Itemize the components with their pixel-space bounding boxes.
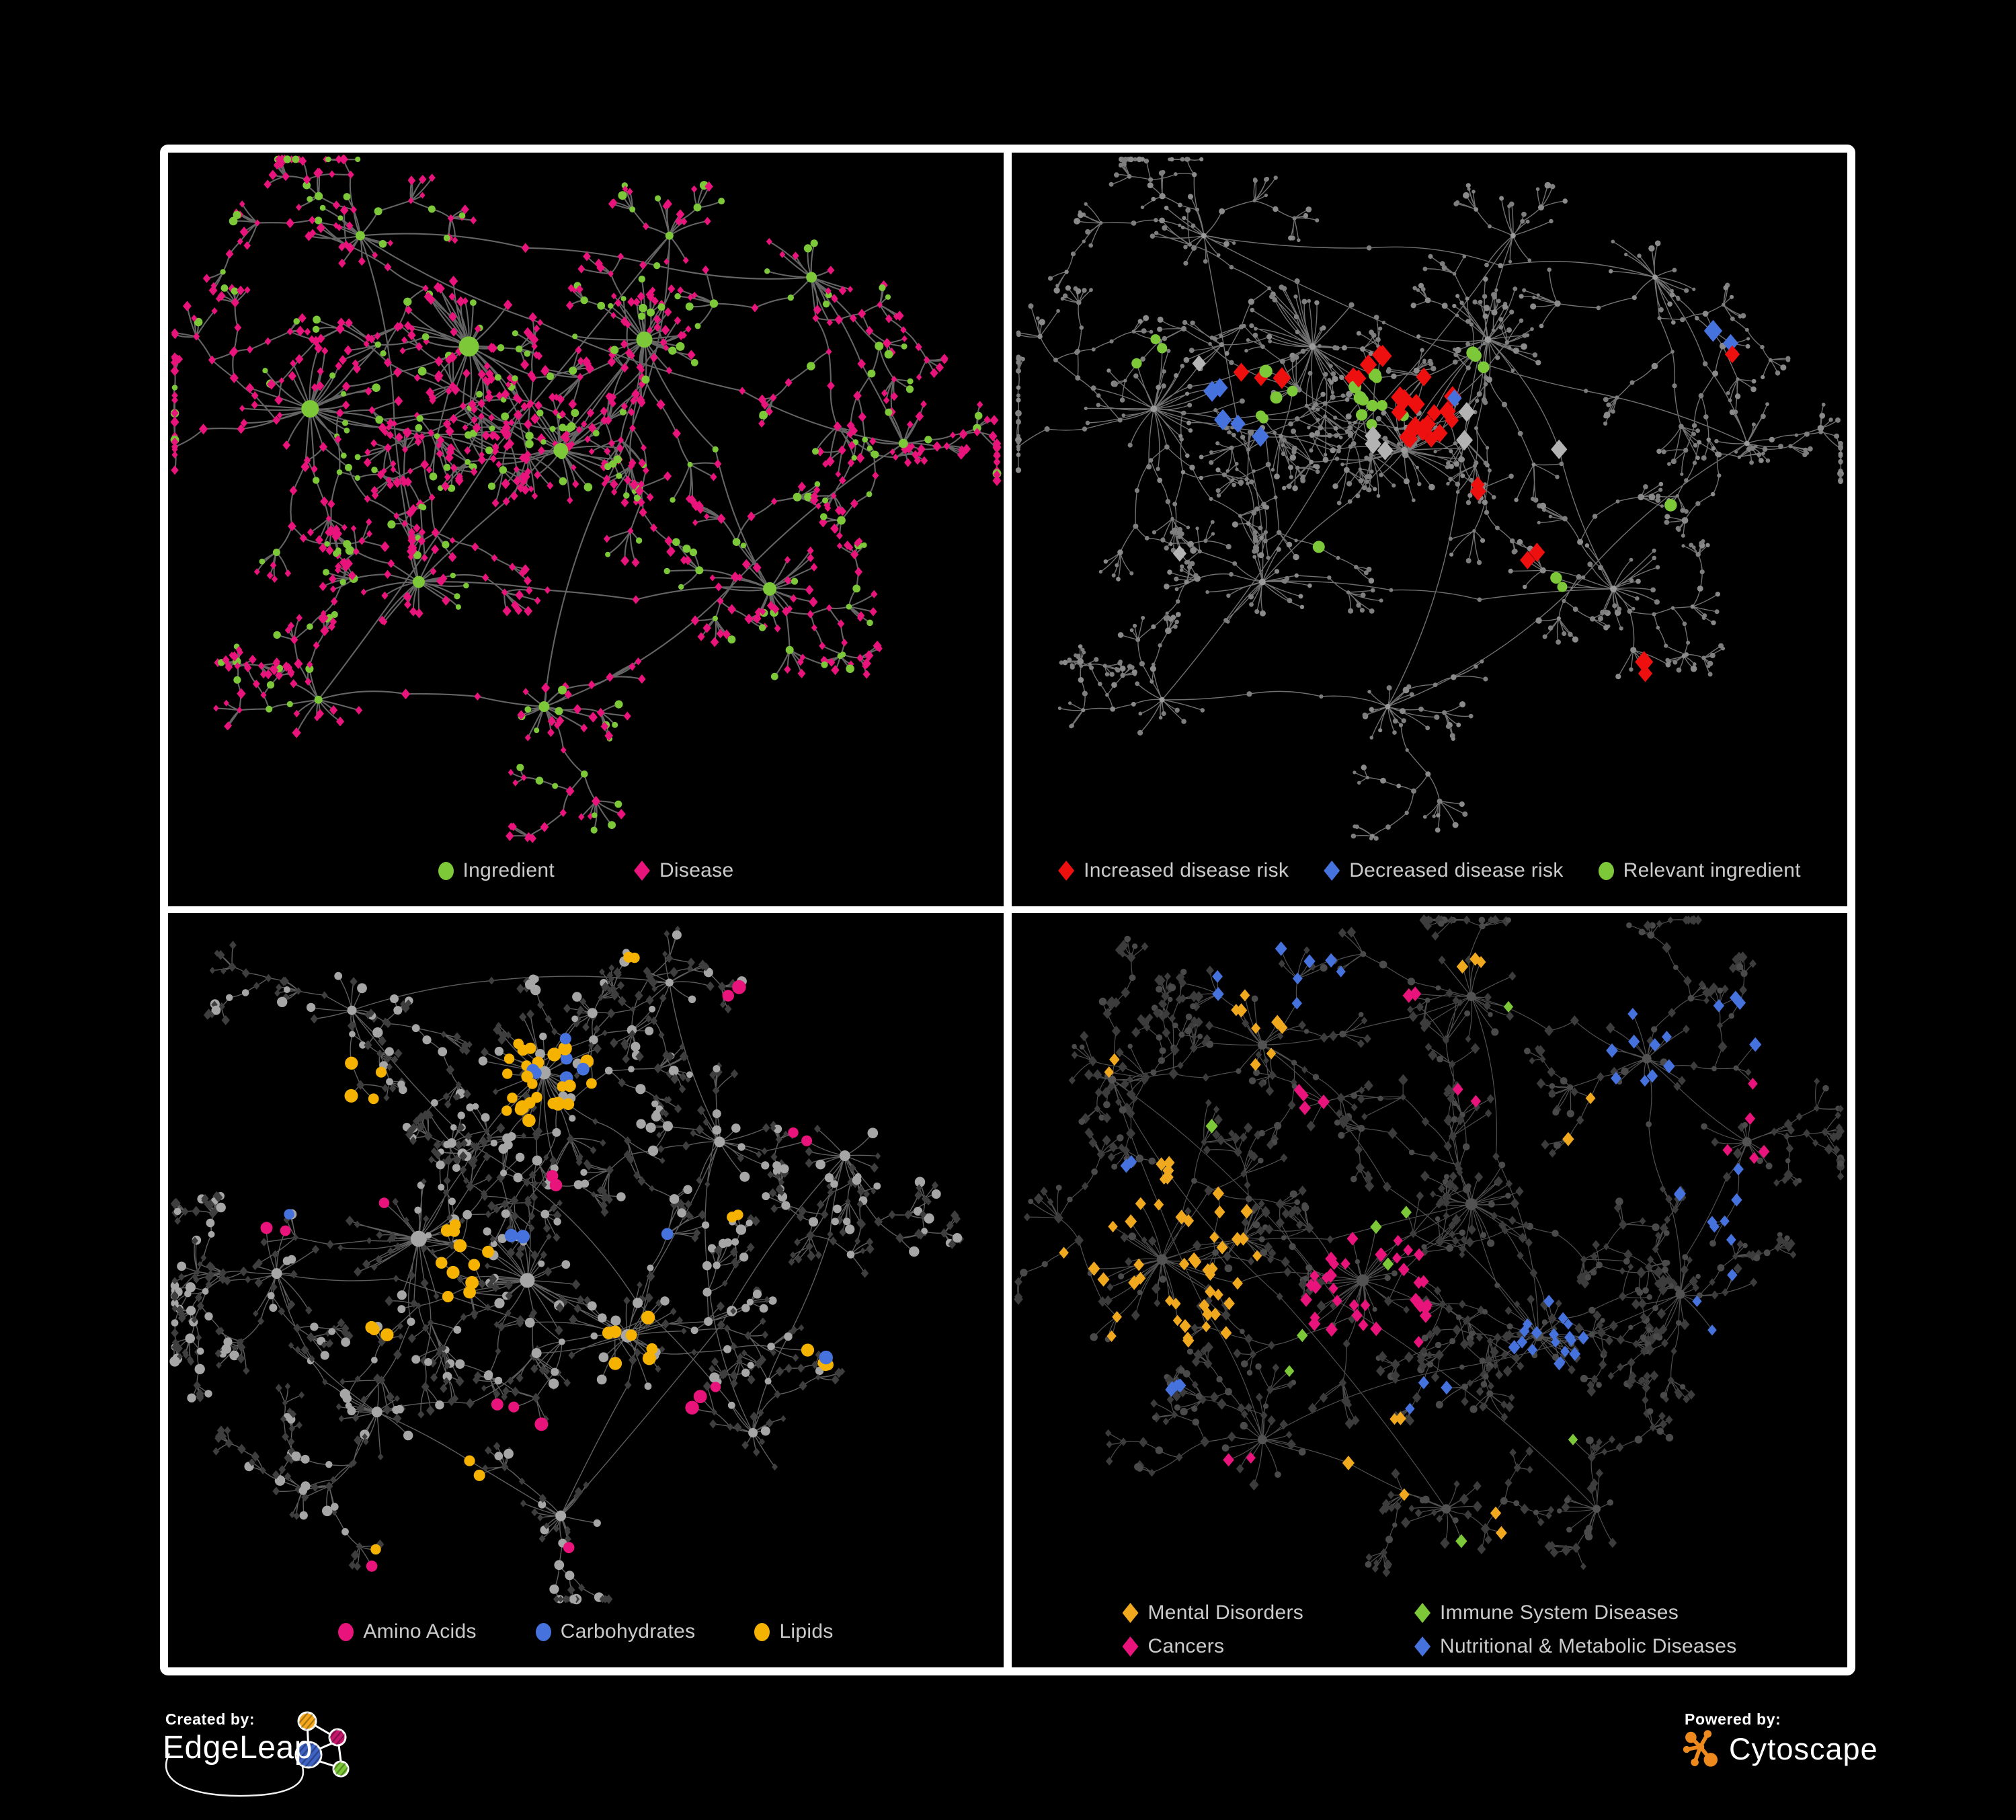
panel-nutrient-classes: Amino Acids Carbohydrates Lipids <box>168 913 1004 1667</box>
panel-disease-categories: Mental Disorders Immune System Diseases Ca… <box>1012 913 1847 1667</box>
nutrient-classes-network <box>169 925 964 1605</box>
legend-item: Ingredient <box>438 859 555 882</box>
legend-label: Carbohydrates <box>560 1620 696 1643</box>
legend-item: Relevant ingredient <box>1598 859 1801 882</box>
legend-label: Lipids <box>779 1620 834 1643</box>
legend-item: Disease <box>633 859 734 882</box>
circle-swatch-icon <box>754 1622 770 1641</box>
diamond-swatch-icon <box>1122 1636 1139 1657</box>
panel-disease-risk: Increased disease risk Decreased disease … <box>1012 153 1847 906</box>
legend-label: Relevant ingredient <box>1623 859 1801 881</box>
legend-item: Nutritional & Metabolic Diseases <box>1414 1635 1736 1658</box>
nutrient-classes-legend: Amino Acids Carbohydrates Lipids <box>168 1620 1004 1643</box>
legend-item: Decreased disease risk <box>1324 859 1563 882</box>
legend-item: Carbohydrates <box>535 1620 696 1643</box>
edgeleap-brand: EdgeLeap <box>163 1730 313 1766</box>
diamond-swatch-icon <box>1058 861 1075 881</box>
edgeleap-logo-edges <box>306 1722 342 1768</box>
legend-item: Lipids <box>754 1620 833 1643</box>
diamond-swatch-icon <box>1414 1603 1431 1623</box>
diamond-swatch-icon <box>1414 1636 1431 1657</box>
legend-item: Immune System Diseases <box>1414 1601 1736 1624</box>
circle-swatch-icon <box>438 861 454 880</box>
cytoscape-brand: Cytoscape <box>1729 1732 1878 1766</box>
diamond-swatch-icon <box>633 861 650 881</box>
circle-swatch-icon <box>535 1622 551 1641</box>
legend-label: Decreased disease risk <box>1349 859 1564 881</box>
legend-label: Immune System Diseases <box>1440 1601 1679 1624</box>
powered-by-caption: Powered by: <box>1685 1710 1781 1728</box>
diamond-swatch-icon <box>1324 861 1340 881</box>
disease-risk-legend: Increased disease risk Decreased disease … <box>1012 859 1847 882</box>
legend-label: Increased disease risk <box>1084 859 1289 881</box>
legend-label: Mental Disorders <box>1147 1601 1304 1624</box>
created-by-caption: Created by: <box>165 1710 255 1728</box>
legend-label: Cancers <box>1147 1635 1225 1657</box>
cytoscape-logo-icon <box>1683 1730 1718 1767</box>
disease-categories-legend: Mental Disorders Immune System Diseases Ca… <box>1012 1601 1847 1658</box>
legend-label: Amino Acids <box>363 1620 477 1643</box>
disease-risk-network <box>1015 156 1844 841</box>
cytoscape-credit: Powered by: Cytoscape <box>1679 1710 1975 1798</box>
legend-label: Disease <box>659 859 734 881</box>
legend-item: Amino Acids <box>338 1620 476 1643</box>
ingredient-disease-network <box>170 154 1002 843</box>
circle-swatch-icon <box>1598 861 1614 880</box>
edgeleap-logo-nodes <box>294 1711 350 1778</box>
circle-swatch-icon <box>338 1622 354 1641</box>
panel-ingredient-disease: Ingredient Disease <box>168 153 1004 906</box>
edgeleap-credit: Created by: EdgeLeap <box>161 1710 484 1818</box>
legend-item: Cancers <box>1122 1635 1304 1658</box>
legend-label: Ingredient <box>462 859 555 881</box>
ingredient-disease-legend: Ingredient Disease <box>168 859 1004 882</box>
legend-item: Mental Disorders <box>1122 1601 1304 1624</box>
disease-categories-network <box>1014 914 1845 1577</box>
legend-item: Increased disease risk <box>1058 859 1289 882</box>
edgeleap-logo-icon <box>165 1711 350 1797</box>
legend-label: Nutritional & Metabolic Diseases <box>1440 1635 1737 1657</box>
edgeleap-swoosh <box>165 1753 305 1797</box>
diamond-swatch-icon <box>1122 1603 1139 1623</box>
